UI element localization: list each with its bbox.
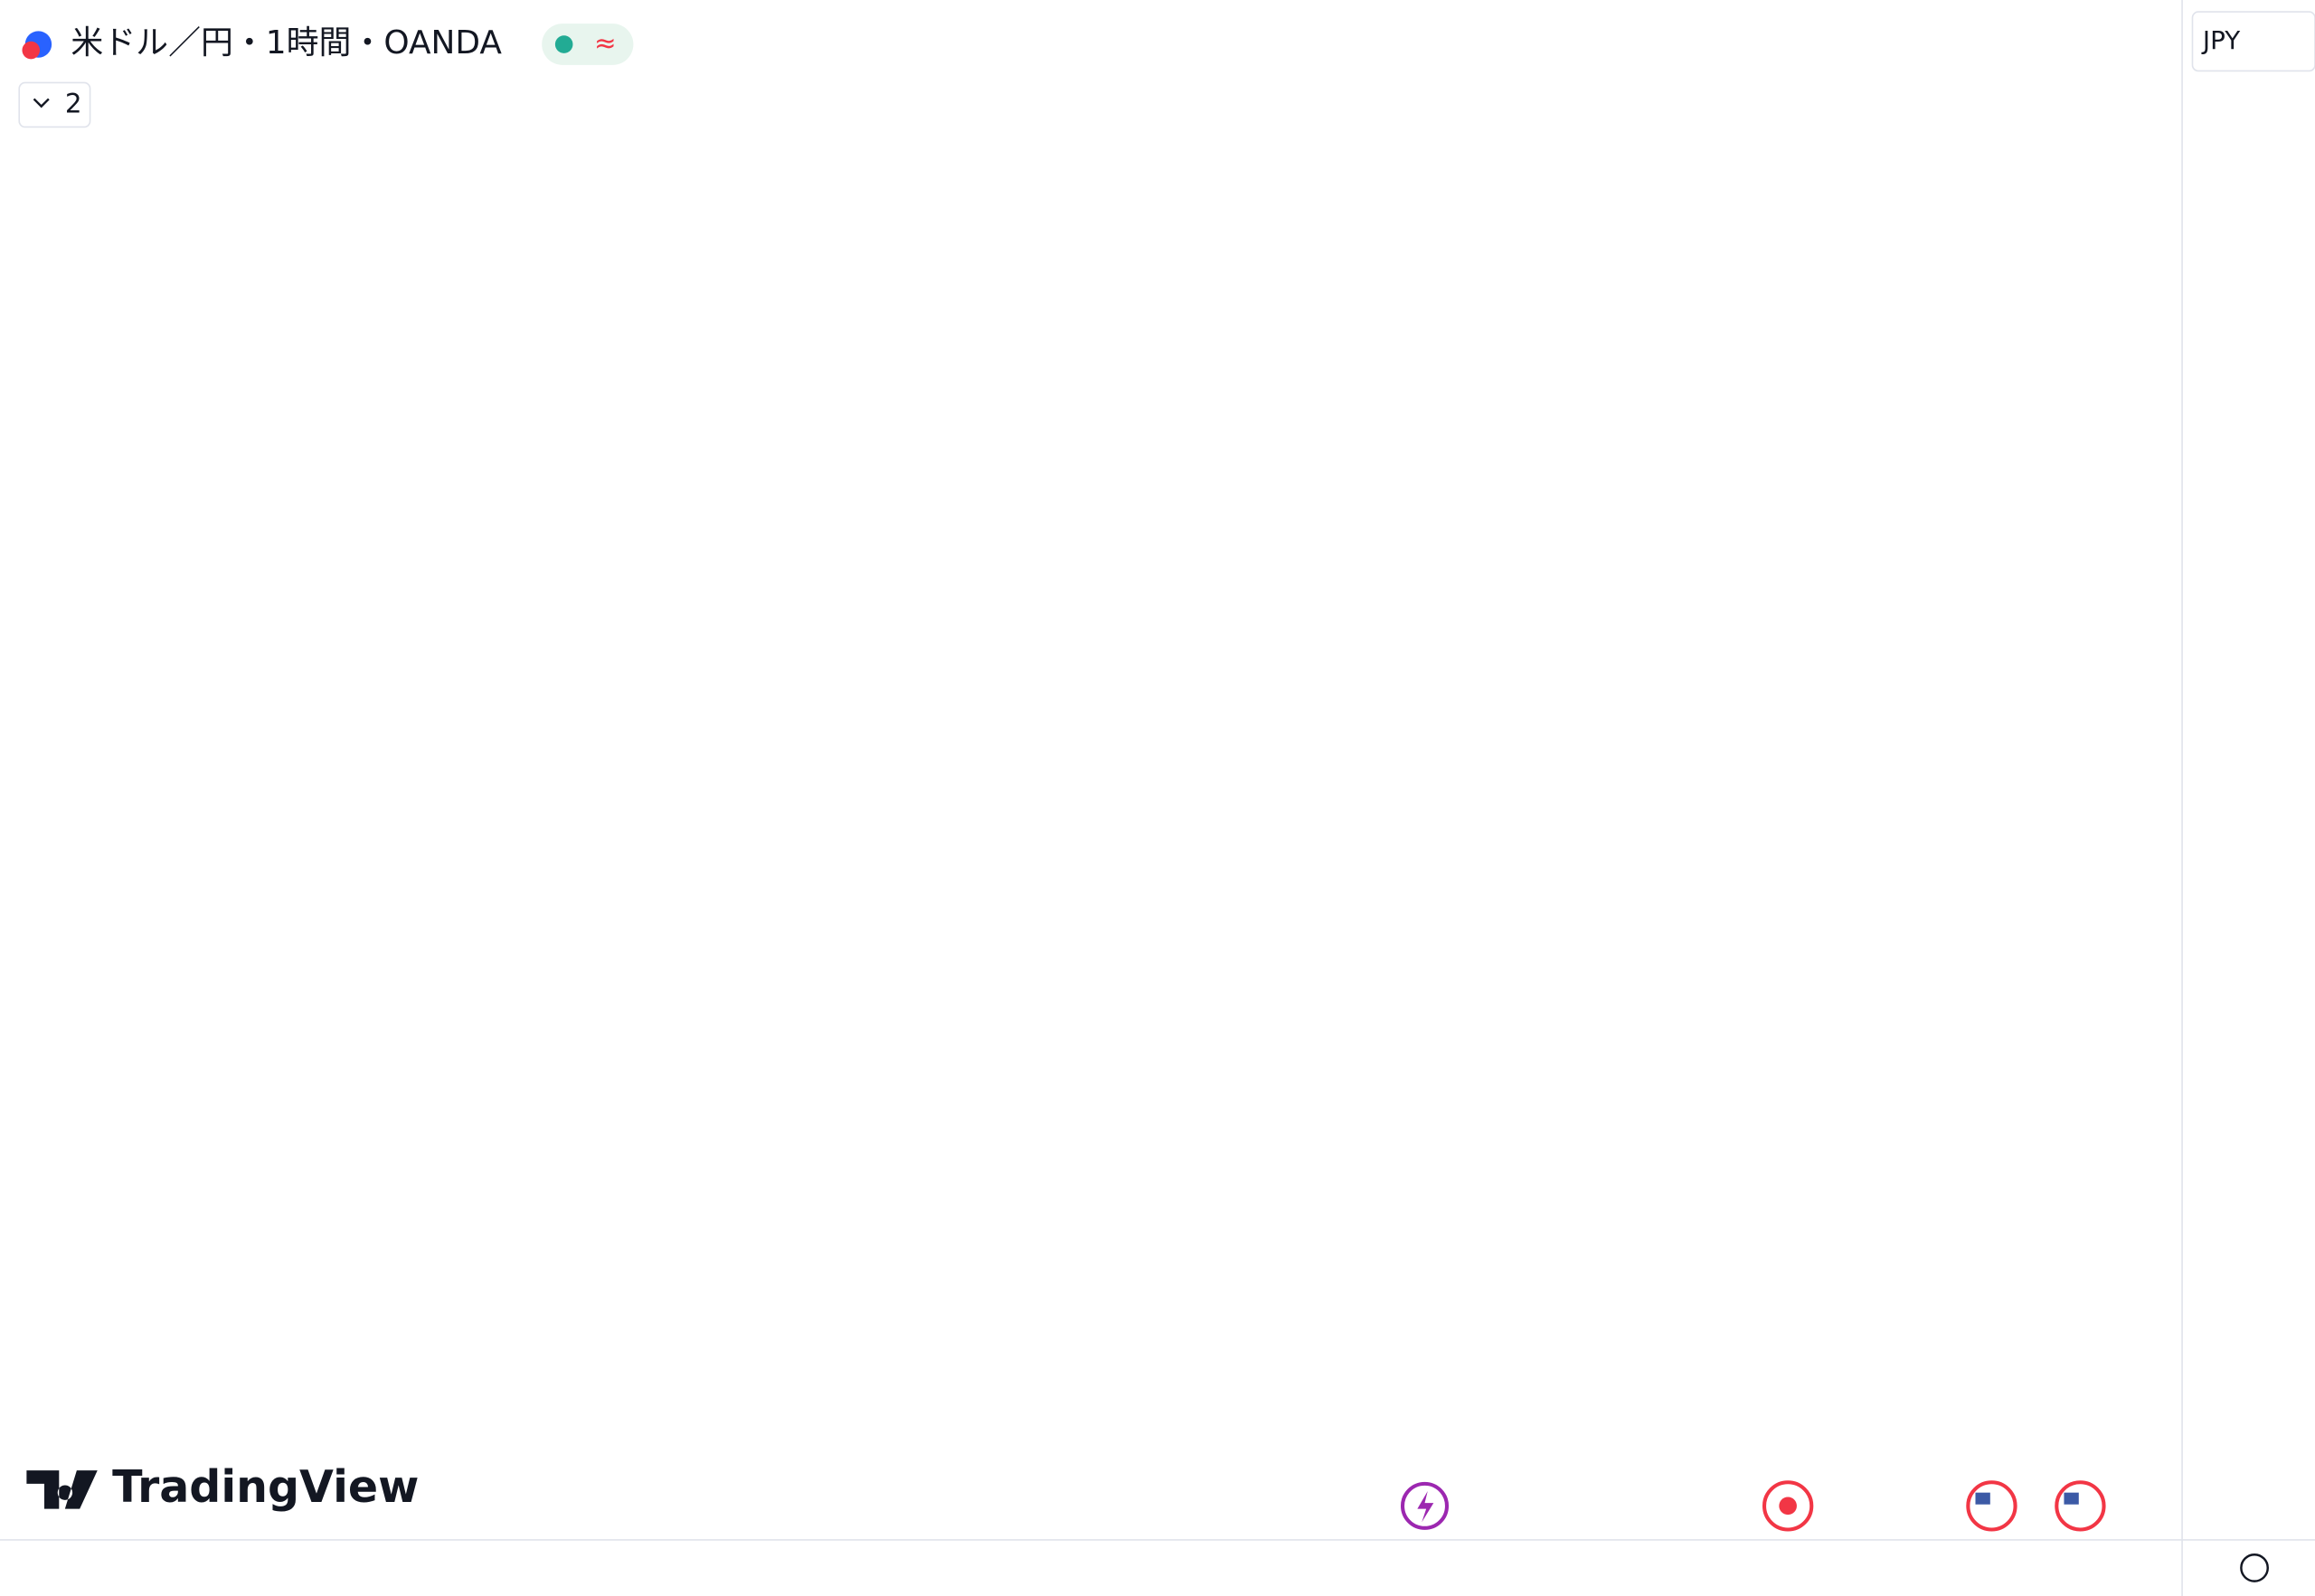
event-icon[interactable] xyxy=(1400,1481,1450,1530)
logo-mark xyxy=(26,1470,98,1509)
currency-button[interactable] xyxy=(2191,11,2315,72)
delay-icon: ≈ xyxy=(594,28,617,59)
chevron-icon xyxy=(33,98,50,109)
symbol-icon xyxy=(22,41,41,60)
status-pill xyxy=(542,24,634,65)
event-icon xyxy=(1417,1491,1434,1523)
event-icon[interactable] xyxy=(1762,1480,1814,1532)
flag-icon[interactable] xyxy=(1966,1480,2017,1532)
symbol-title: 米ドル／円・1時間・OANDA xyxy=(71,24,502,61)
indicator-toggle[interactable] xyxy=(18,81,91,128)
currency: JPY xyxy=(2201,25,2240,55)
flag-icon[interactable] xyxy=(2055,1480,2106,1532)
settings-icon[interactable] xyxy=(2240,1554,2269,1582)
logo-text: TradingView xyxy=(112,1461,419,1513)
flag-icon xyxy=(1975,1492,1990,1505)
indicator-count: 2 xyxy=(65,88,82,118)
market-open-icon xyxy=(554,35,573,53)
flag-icon xyxy=(2064,1492,2079,1505)
event-icon xyxy=(1779,1497,1797,1516)
